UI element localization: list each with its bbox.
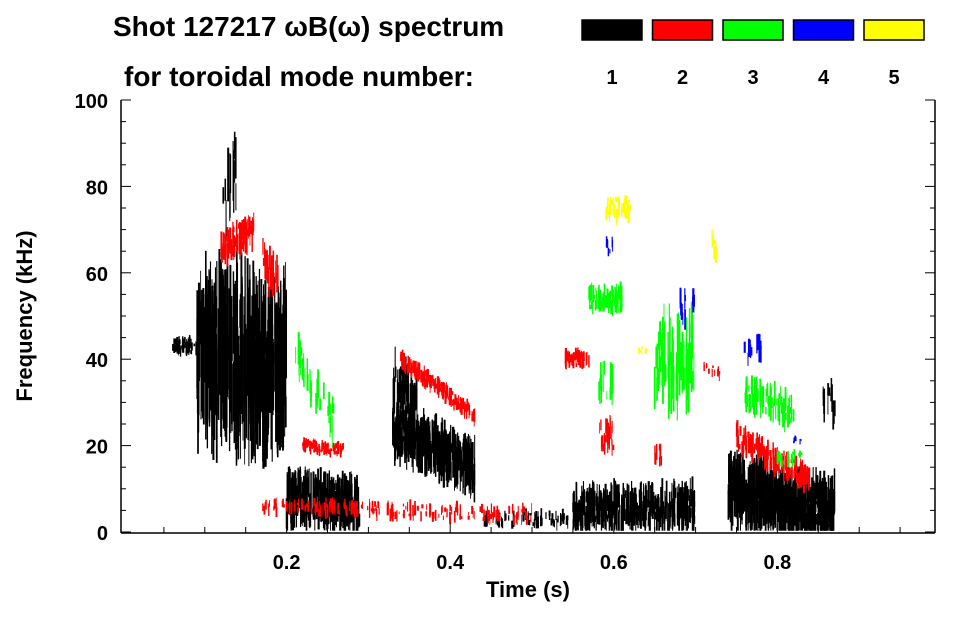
chart-subtitle: for toroidal mode number: — [124, 61, 474, 92]
y-tick-label: 60 — [86, 264, 108, 286]
x-tick-label: 0.2 — [273, 552, 301, 574]
y-tick-label: 0 — [97, 523, 108, 545]
legend-swatch-mode-5 — [863, 19, 925, 41]
y-tick-label: 100 — [75, 91, 108, 113]
y-tick-label: 20 — [86, 437, 108, 459]
y-tick-label: 40 — [86, 350, 108, 372]
legend-label-mode-5: 5 — [888, 67, 899, 89]
spectrogram-marks — [172, 131, 836, 531]
x-tick-label: 0.8 — [763, 552, 791, 574]
legend-label-mode-1: 1 — [606, 67, 617, 89]
axes: 0.2 0.4 0.6 0.8 0 20 40 60 80 100 — [75, 91, 936, 574]
legend: 1 2 3 4 5 — [581, 19, 925, 89]
y-axis-label: Frequency (kHz) — [12, 230, 37, 401]
legend-label-mode-4: 4 — [818, 67, 830, 89]
x-tick-label: 0.6 — [600, 552, 628, 574]
y-tick-label: 80 — [86, 177, 108, 199]
legend-label-mode-2: 2 — [677, 67, 688, 89]
legend-label-mode-3: 3 — [747, 67, 758, 89]
legend-swatch-mode-3 — [722, 19, 784, 41]
legend-swatch-mode-4 — [792, 19, 855, 41]
x-tick-label: 0.4 — [436, 552, 465, 574]
legend-swatch-mode-2 — [651, 19, 714, 41]
legend-swatch-mode-1 — [581, 19, 643, 41]
chart-title: Shot 127217 ωB(ω) spectrum — [113, 11, 504, 42]
x-axis-label: Time (s) — [486, 577, 570, 602]
